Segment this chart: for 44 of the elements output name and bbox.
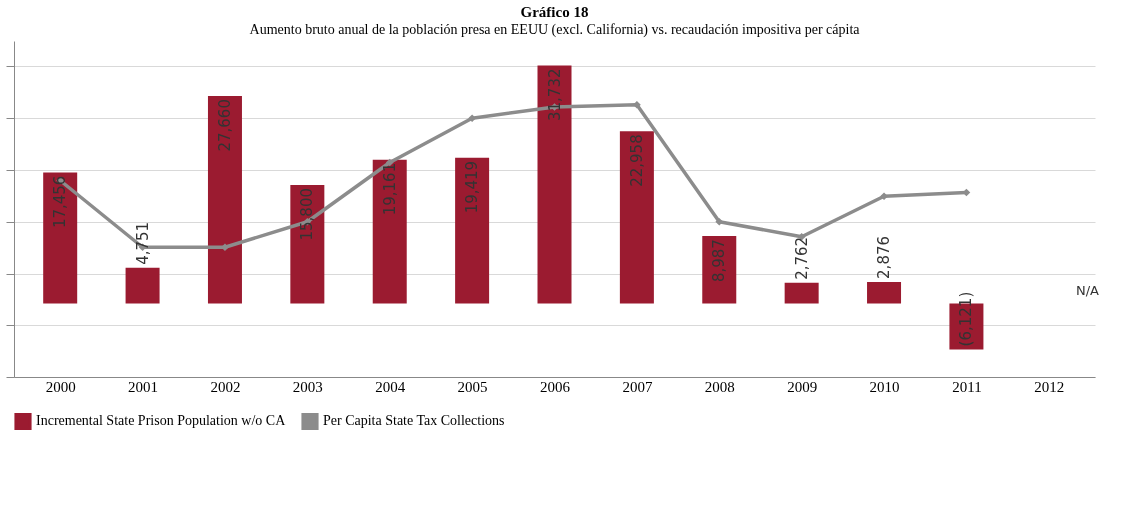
data-label: 27,660 xyxy=(215,99,234,152)
bar xyxy=(372,159,407,304)
x-tick-label: 2000 xyxy=(45,378,76,395)
point xyxy=(633,100,641,109)
legend-label: Per Capita State Tax Collections xyxy=(323,413,505,429)
data-label: 2,762 xyxy=(792,236,811,280)
legend-label: Incremental State Prison Population w/o CA xyxy=(36,413,287,429)
data-label: 17,456 xyxy=(51,175,70,229)
data-label: 8,987 xyxy=(710,239,729,283)
bar xyxy=(125,267,160,304)
data-label: 31,732 xyxy=(545,68,564,122)
x-tick-label: 2006 xyxy=(540,378,571,395)
point xyxy=(221,243,229,252)
bar xyxy=(784,282,819,304)
point xyxy=(468,114,476,123)
bar xyxy=(290,185,325,304)
bar xyxy=(207,96,242,304)
data-label: (6,121) xyxy=(957,291,976,347)
x-tick-label: 2010 xyxy=(869,378,900,395)
bar xyxy=(867,281,902,304)
data-label: 22,958 xyxy=(627,134,646,187)
chart-title: Gráfico 18 xyxy=(520,4,589,20)
x-tick-label: 2005 xyxy=(457,378,488,395)
x-tick-label: 2001 xyxy=(128,378,159,395)
x-tick-label: 2004 xyxy=(375,378,406,395)
data-label: 4,751 xyxy=(133,221,152,265)
data-label: 19,161 xyxy=(380,162,399,216)
chart-subtitle: Aumento bruto anual de la población presa en EEUU (excl. California) vs. recaudación impositiva per cápita xyxy=(249,22,861,38)
annotation: N/A xyxy=(1076,283,1100,298)
data-label: 15,800 xyxy=(298,188,317,241)
x-tick-label: 2003 xyxy=(292,378,323,395)
bar xyxy=(43,172,78,304)
x-tick-label: 2011 xyxy=(952,378,982,395)
x-tick-label: 2007 xyxy=(622,378,653,395)
x-tick-label: 2012 xyxy=(1034,378,1065,395)
data-label: 19,419 xyxy=(463,160,482,214)
x-tick-label: 2002 xyxy=(210,378,241,395)
bar xyxy=(537,65,572,304)
point xyxy=(880,192,888,201)
bar xyxy=(455,157,490,304)
bar xyxy=(619,131,654,304)
x-tick-label: 2009 xyxy=(787,378,818,395)
data-label: 2,876 xyxy=(875,235,894,279)
x-tick-label: 2008 xyxy=(704,378,735,395)
